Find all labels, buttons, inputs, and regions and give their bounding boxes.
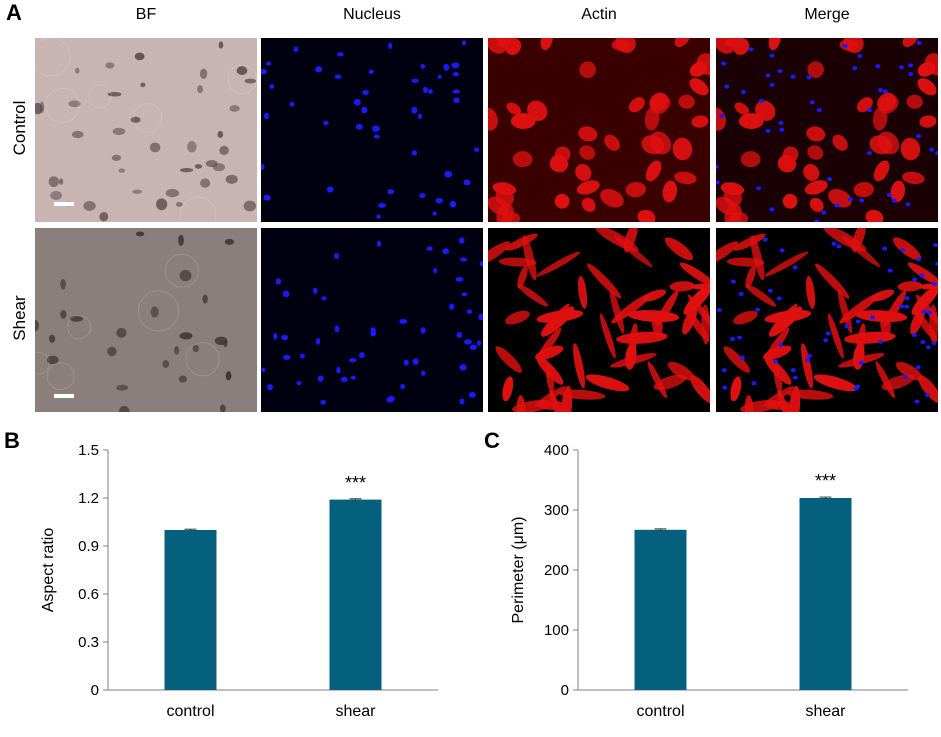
x-tick-label: shear <box>805 703 846 720</box>
y-tick-label: 0.3 <box>78 634 99 651</box>
micrograph-control-actin <box>488 38 710 222</box>
y-tick-label: 0.9 <box>78 538 99 555</box>
micrograph-control-merge <box>716 38 938 222</box>
y-tick-label: 0 <box>561 682 569 699</box>
y-tick-label: 0 <box>91 682 99 699</box>
chart-perimeter: 0 100 200 300 400 Perimeter (μm) control shear *… <box>500 432 930 737</box>
scale-bar-shear <box>54 394 74 398</box>
scale-bar-control <box>54 202 74 206</box>
y-tick-label: 1.2 <box>78 490 99 507</box>
row-label-shear: Shear <box>10 295 29 341</box>
bar-control <box>164 530 217 690</box>
row-label-control: Control <box>10 100 29 156</box>
micrograph-shear-bf <box>35 228 257 412</box>
x-tick-label: control <box>636 703 684 720</box>
bar-control <box>634 529 687 690</box>
micrograph-shear-merge <box>716 228 938 412</box>
column-title-bf: BF <box>135 6 157 23</box>
micrograph-shear-actin <box>488 228 710 412</box>
significance-label: *** <box>815 471 836 491</box>
x-tick-label: shear <box>335 703 376 720</box>
panel-a-letter: A <box>6 0 22 25</box>
y-tick-label: 0.6 <box>78 586 99 603</box>
y-axis-label: Aspect ratio <box>40 528 57 613</box>
y-tick-label: 100 <box>544 622 569 639</box>
y-tick-label: 400 <box>544 442 569 459</box>
column-title-merge: Merge <box>804 6 850 23</box>
micrograph-shear-nucleus <box>261 228 483 412</box>
panel-c-letter: C <box>484 428 500 453</box>
y-tick-label: 300 <box>544 502 569 519</box>
x-tick-label: control <box>166 703 214 720</box>
y-axis-label: Perimeter (μm) <box>510 517 527 624</box>
significance-label: *** <box>345 473 366 493</box>
panel-b-letter: B <box>4 428 20 453</box>
micrograph-control-nucleus <box>261 38 483 222</box>
bar-shear <box>329 499 382 690</box>
y-tick-label: 200 <box>544 562 569 579</box>
bar-shear <box>799 498 852 690</box>
micrograph-control-bf <box>35 38 257 222</box>
chart-aspect-ratio: 0 0.3 0.6 0.9 1.2 1.5 Aspect ratio control shear… <box>30 432 460 737</box>
column-title-nucleus: Nucleus <box>343 6 401 23</box>
y-tick-label: 1.5 <box>78 442 99 459</box>
column-title-actin: Actin <box>581 6 617 23</box>
